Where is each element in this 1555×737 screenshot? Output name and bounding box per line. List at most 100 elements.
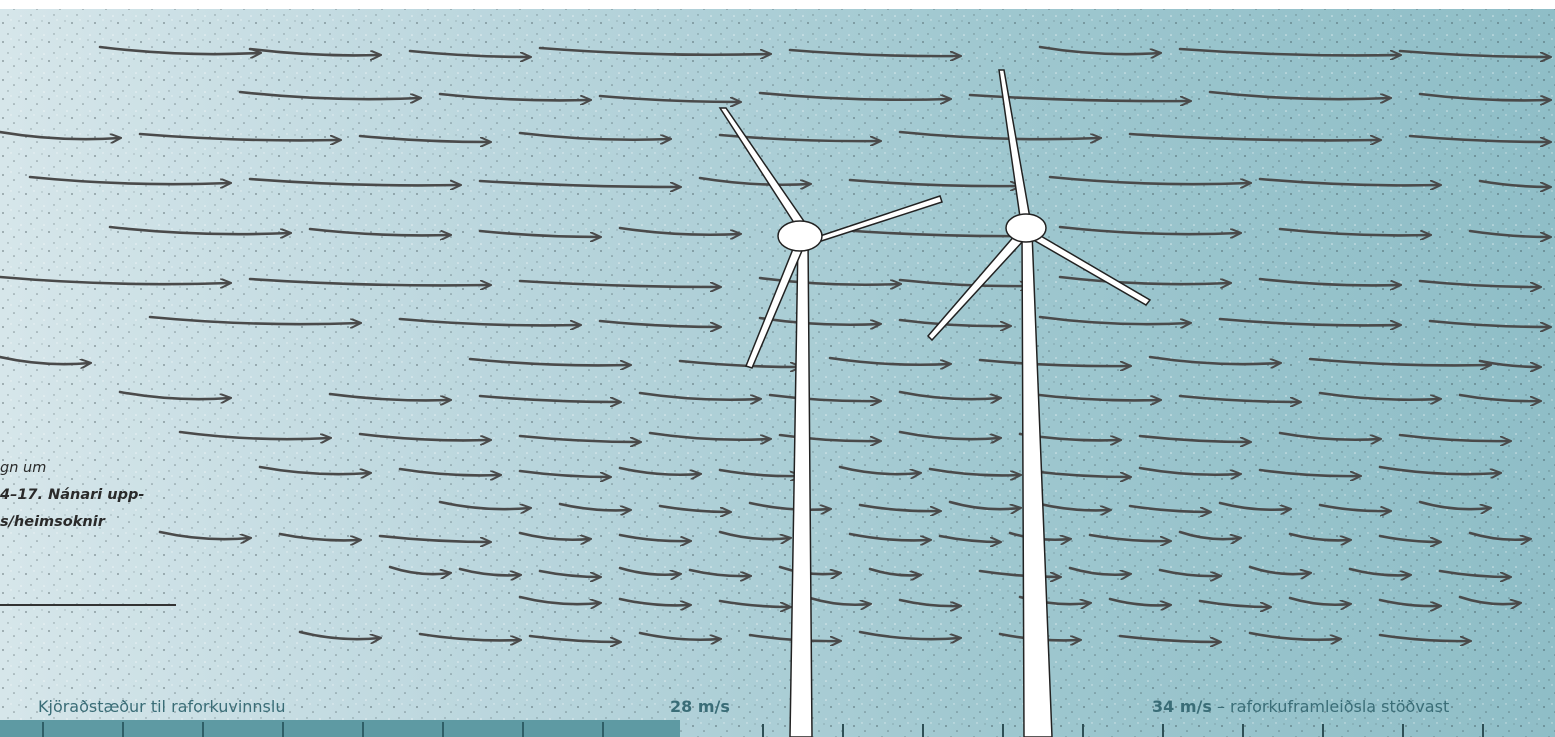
wind-arrow-icon [978,358,1130,366]
wind-arrow-icon [528,634,620,642]
wind-arrow-icon [598,319,720,327]
wind-arrow-icon [468,357,630,365]
wind-arrow-icon [518,279,720,287]
wind-arrow-icon [1068,566,1130,575]
wind-arrow-icon [1178,47,1400,55]
wind-arrow-icon [1138,466,1240,475]
wind-arrow-icon [868,567,920,575]
scale-tick [762,724,764,737]
wind-arrow-icon [118,390,230,399]
wind-arrow-icon [1348,567,1410,575]
wind-arrow-icon [758,276,900,285]
wind-arrow-icon [788,48,960,56]
wind-arrow-icon [178,430,330,439]
caption-text: gn um 4–17. Nánari upp- s/heimsoknir [0,455,240,536]
speed-28-value: 28 m/s [670,697,730,716]
wind-arrow-icon [518,531,590,540]
wind-arrow-icon [848,178,1020,186]
wind-arrow-icon [1398,49,1550,57]
wind-arrow-icon [358,134,490,142]
wind-arrow-icon [1118,634,1220,642]
wind-arrow-icon [388,565,450,574]
optimal-range-band [0,720,680,737]
wind-arrow-icon [28,175,230,184]
wind-arrow-icon [618,597,690,605]
wind-arrow-icon [518,434,640,442]
wind-arrow-icon [1058,275,1230,284]
turbine-left-icon [718,107,943,737]
wind-arrow-icon [478,179,680,187]
wind-arrow-icon [1038,502,1110,510]
wind-arrow-icon [1028,392,1160,400]
wind-arrow-icon [898,430,1000,439]
turbine-right-icon [926,69,1152,737]
wind-arrow-icon [518,595,600,604]
wind-arrow-icon [1288,596,1350,605]
wind-arrow-icon [808,596,870,605]
wind-arrow-icon [1208,90,1390,99]
top-border [0,0,1555,9]
wind-arrow-icon [858,503,940,511]
wind-arrow-icon [478,229,600,237]
caption-line-1: gn um [0,460,47,476]
wind-arrow-icon [658,504,730,512]
wind-arrow-icon [1248,565,1310,574]
wind-arrow-icon [1258,468,1360,476]
wind-arrow-icon [1428,319,1550,327]
wind-arrow-icon [1378,534,1440,542]
wind-arrow-icon [258,465,370,474]
wind-arrow-icon [1468,531,1530,540]
wind-arrow-icon [1438,569,1510,577]
wind-arrow-icon [328,392,450,400]
scale-tick [1402,724,1404,737]
scale-tick [42,722,44,737]
scale-tick [1322,724,1324,737]
caption-divider [0,604,176,606]
scale-tick [522,722,524,737]
scale-tick [602,722,604,737]
wind-arrow-icon [478,394,620,402]
wind-arrow-icon [898,318,1010,326]
wind-arrow-icon [418,632,520,640]
wind-arrow-icon [978,569,1060,577]
wind-arrow-icon [298,630,380,639]
wind-arrow-icon [618,533,690,541]
wind-arrow-icon [968,93,1190,101]
wind-arrow-icon [108,225,290,234]
caption-line-3: s/heimsoknir [0,514,105,530]
wind-arrow-icon [848,532,930,540]
wind-arrow-icon [538,46,770,55]
wind-arrow-icon [378,534,490,542]
wind-arrow-icon [248,47,380,55]
wind-arrow-icon [248,177,460,185]
wind-arrow-icon [758,91,950,100]
wind-arrow-icon [1458,393,1540,401]
wind-arrow-icon [158,530,250,539]
scale-tick [122,722,124,737]
stop-label: – raforkuframleiðsla stöðvast [1216,697,1450,716]
wind-arrow-icon [1218,317,1400,325]
wind-arrow-icon [648,431,770,440]
optimal-range-label: Kjöraðstæður til raforkuvinnslu [38,697,286,716]
wind-arrow-icon [618,466,700,475]
wind-arrow-icon [1318,391,1440,400]
scale-tick [842,724,844,737]
wind-arrow-icon [248,277,490,285]
wind-arrow-icon [1478,359,1540,367]
wind-arrow-icon [278,532,360,540]
wind-arrow-icon [1418,92,1550,100]
wind-arrow-icon [358,432,490,440]
wind-arrows [0,45,1550,642]
wind-arrow-icon [1458,595,1520,604]
wind-arrow-icon [538,569,600,577]
wind-arrow-icon [778,433,880,441]
wind-arrow-icon [1418,500,1490,509]
caption-line-2: 4–17. Nánari upp- [0,487,145,503]
wind-arrow-icon [598,94,740,102]
wind-arrow-icon [1048,175,1250,184]
wind-arrow-icon [698,176,810,185]
wind-arrow-icon [558,502,630,510]
wind-arrow-icon [948,500,1020,509]
wind-arrow-icon [138,132,340,140]
wind-arrow-icon [638,631,720,640]
